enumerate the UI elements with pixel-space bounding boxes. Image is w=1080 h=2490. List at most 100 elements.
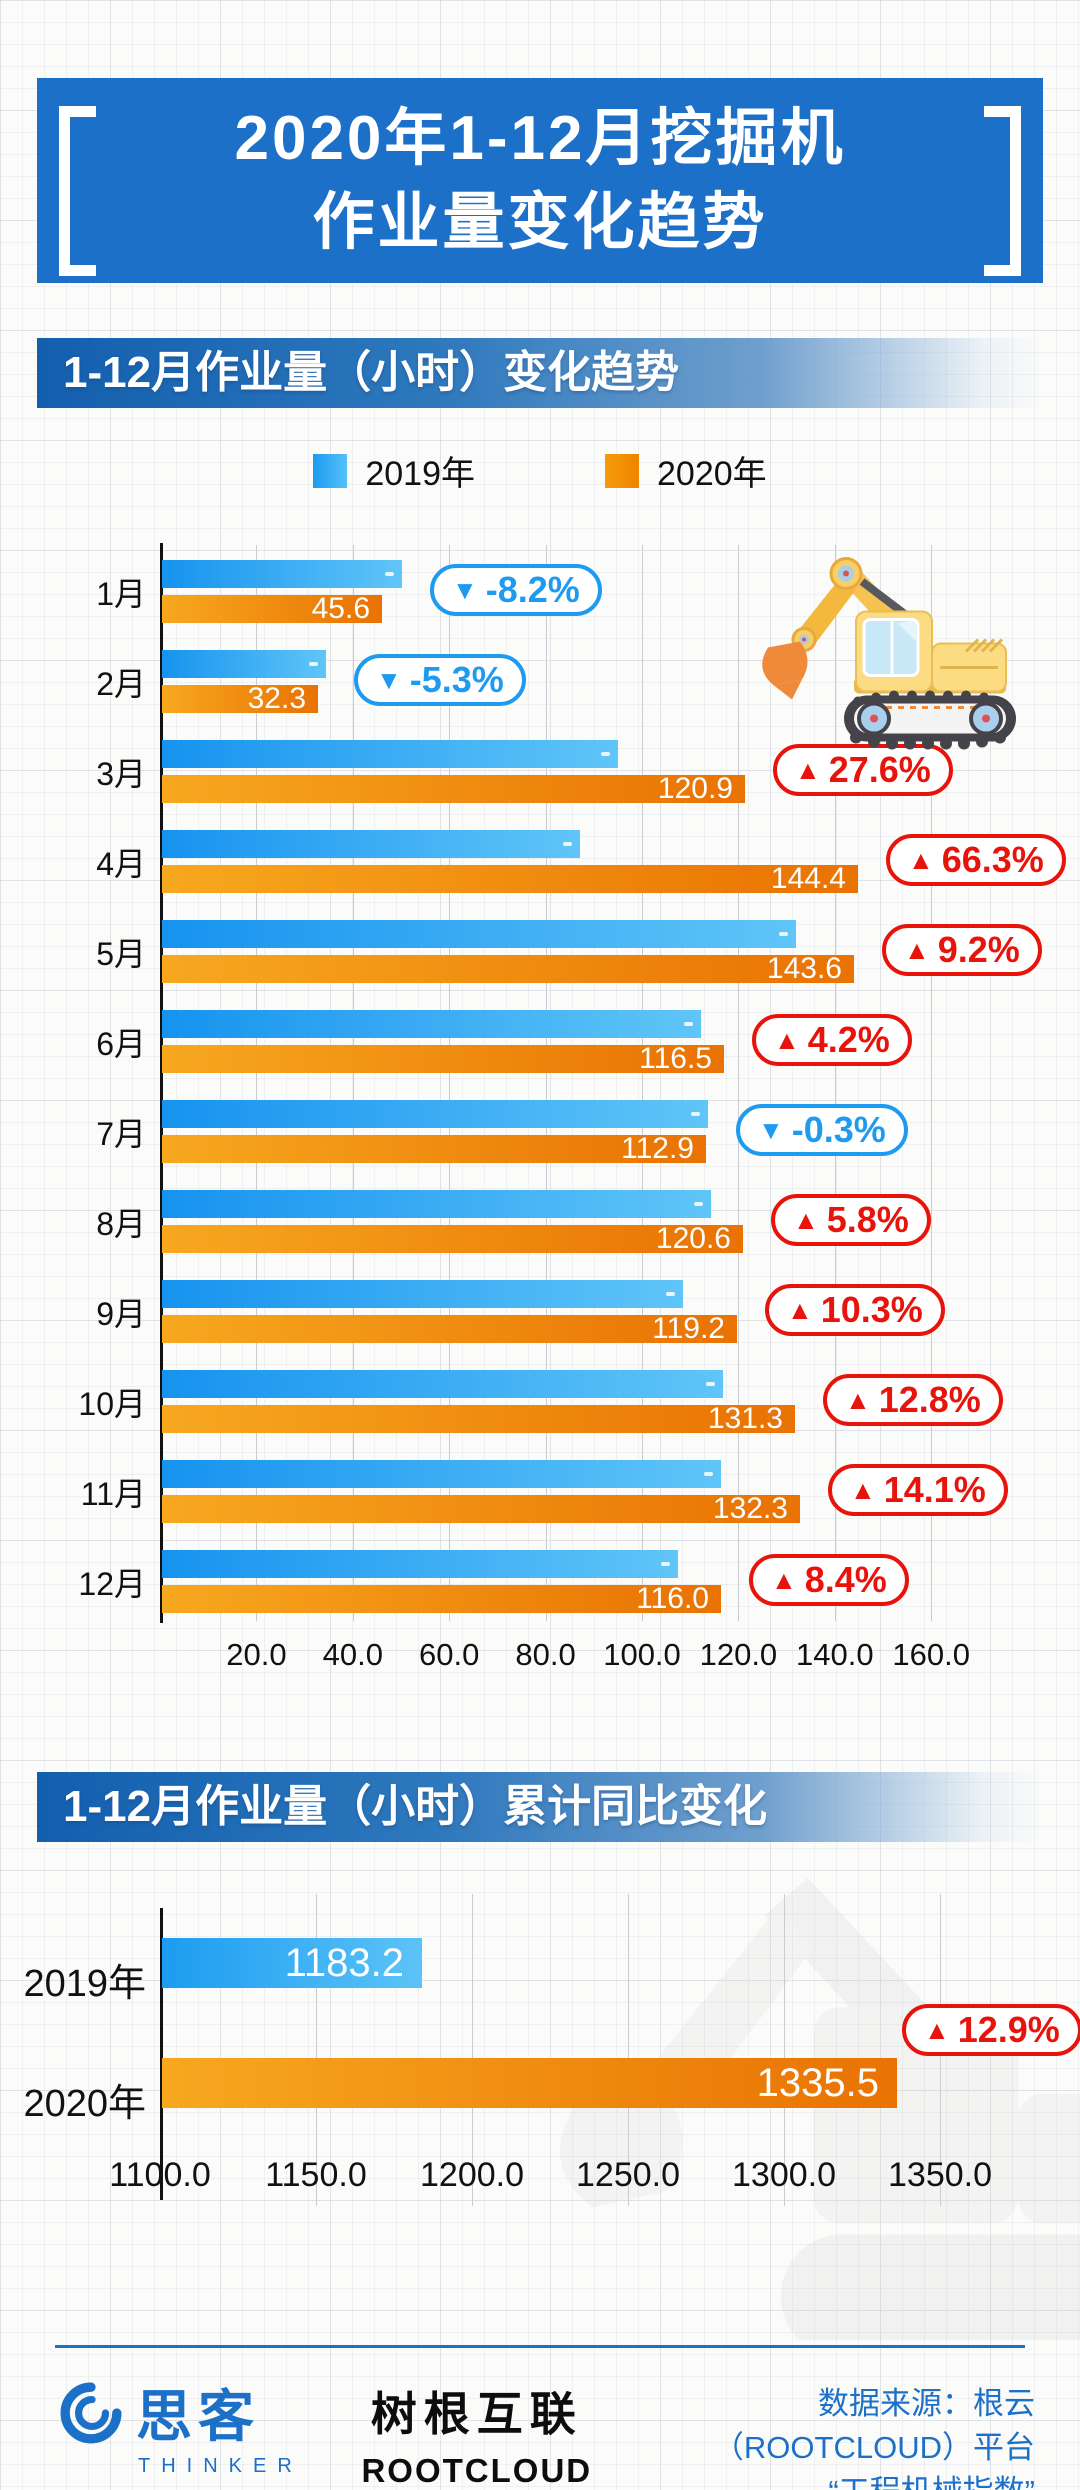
bar-2020: 143.6 <box>162 952 854 985</box>
chart1-row-5: 5月 143.6 ▲ 9.2% <box>0 920 1080 985</box>
bar-2019-mini-label <box>704 1472 713 1476</box>
chart1-gridline <box>352 545 354 1621</box>
chart1-tick-label: 160.0 <box>892 1637 970 1672</box>
bar-2019-mini-label <box>694 1202 703 1206</box>
change-badge-text: 12.8% <box>878 1379 981 1420</box>
chart1-tick-label: 60.0 <box>419 1637 480 1672</box>
month-label: 2月 <box>96 665 146 702</box>
left-bracket-decoration <box>59 106 96 276</box>
chart1-row-4: 4月 144.4 ▲ 66.3% <box>0 830 1080 894</box>
bar-2019 <box>162 920 796 948</box>
chart2-label-2020: 2020年 <box>23 2083 146 2125</box>
monthly-hours-chart: 1月 45.6 ▼ -8.2% 2月 32.3 ▼ -5.3% 3月 120.9 ▲ 27.6% 4月 1… <box>0 535 1080 1700</box>
chart1-gridline <box>642 545 643 1621</box>
rootcloud-sub: ROOTCLOUD <box>361 2452 593 2489</box>
month-label: 6月 <box>96 1025 146 1062</box>
bar-2020-value: 119.2 <box>652 1312 725 1345</box>
chart2-change-badge: ▲ 12.9% <box>902 2004 1080 2056</box>
chart1-y-axis <box>160 543 163 1623</box>
bar-2020-value: 143.6 <box>766 952 842 985</box>
month-label: 1月 <box>96 575 146 612</box>
bar-2020: 119.2 <box>162 1312 737 1345</box>
change-badge-text: 27.6% <box>828 749 931 790</box>
bar-2020-value: 120.9 <box>657 772 733 805</box>
month-label: 9月 <box>96 1295 146 1332</box>
chart1-row-10: 10月 131.3 ▲ 12.8% <box>0 1370 1080 1434</box>
change-badge-text: 5.8% <box>826 1199 909 1240</box>
bar-2020: 132.3 <box>162 1492 800 1525</box>
chart1-gridline <box>834 545 836 1621</box>
month-label: 11月 <box>80 1475 146 1512</box>
change-badge-text: 66.3% <box>941 839 1044 880</box>
chart1-tick-label: 100.0 <box>603 1637 681 1672</box>
chart2-value-2019: 1183.2 <box>284 1940 404 1985</box>
chart1-row-9: 9月 119.2 ▲ 10.3% <box>0 1280 1080 1345</box>
bar-2019-mini-label <box>385 572 394 576</box>
thinker-org: 新华网5G富媒体实验室 <box>60 2484 306 2490</box>
bar-2020: 120.6 <box>162 1222 743 1255</box>
up-triangle-icon: ▲ <box>924 2015 950 2045</box>
bar-2019 <box>162 1370 723 1398</box>
bar-2019-mini-label <box>779 932 788 936</box>
bar-2020: 131.3 <box>162 1404 795 1434</box>
chart1-row-12: 12月 116.0 ▲ 8.4% <box>0 1550 1080 1615</box>
chart2-tick-label: 1150.0 <box>265 2156 367 2194</box>
rootcloud-name: 树根互联 <box>370 2388 583 2440</box>
bar-2020: 32.3 <box>162 682 318 715</box>
thinker-logo-icon <box>60 2382 122 2443</box>
bar-2020-value: 132.3 <box>712 1492 788 1525</box>
change-badge: ▲ 4.2% <box>752 1014 912 1066</box>
chart2-change-text: 12.9% <box>957 2009 1060 2050</box>
chart1-row-1: 1月 45.6 ▼ -8.2% <box>0 560 1080 624</box>
chart2-gridline <box>316 1894 317 2206</box>
change-badge: ▲ 14.1% <box>828 1464 1008 1516</box>
chart1-tick-label: 140.0 <box>796 1637 874 1672</box>
chart1-tick-label: 20.0 <box>226 1637 287 1672</box>
excavator-icon <box>740 547 1020 762</box>
chart1-row-3: 3月 120.9 ▲ 27.6% <box>0 740 1080 805</box>
legend-swatch-2020 <box>605 453 639 488</box>
chart2-label-2019: 2019年 <box>23 1963 146 2005</box>
month-label: 10月 <box>78 1385 146 1422</box>
down-triangle-icon: ▼ <box>376 665 402 695</box>
chart2-gridline <box>472 1894 473 2206</box>
data-source-line2: “工程机械指数” <box>592 2470 1035 2490</box>
month-label: 12月 <box>78 1565 146 1602</box>
up-triangle-icon: ▲ <box>793 1205 819 1235</box>
bar-2020-value: 32.3 <box>247 682 306 715</box>
chart1-gridline <box>256 545 258 1621</box>
legend-label-2020: 2020年 <box>657 455 767 493</box>
bar-2020: 144.4 <box>162 864 858 894</box>
change-badge-text: -5.3% <box>409 659 504 700</box>
bar-2020-value: 120.6 <box>655 1222 731 1255</box>
chart1-row-8: 8月 120.6 ▲ 5.8% <box>0 1190 1080 1255</box>
section2-header: 1-12月作业量（小时）累计同比变化 <box>37 1772 1043 1842</box>
bar-2020-value: 116.5 <box>639 1042 712 1075</box>
down-triangle-icon: ▼ <box>452 575 478 605</box>
bar-2020-value: 116.0 <box>636 1582 709 1615</box>
chart1-gridline <box>449 545 451 1621</box>
bar-2019-mini-label <box>691 1112 700 1116</box>
month-label: 8月 <box>96 1205 146 1242</box>
chart1-legend: 2019年 2020年 <box>0 446 1080 495</box>
bar-2019-mini-label <box>684 1022 693 1026</box>
change-badge-text: 4.2% <box>807 1019 890 1060</box>
change-badge-text: 14.1% <box>883 1469 986 1510</box>
change-badge: ▼ -5.3% <box>354 654 526 706</box>
bar-2019-mini-label <box>706 1382 715 1386</box>
chart1-tick-label: 40.0 <box>322 1637 383 1672</box>
change-badge: ▲ 66.3% <box>886 834 1066 886</box>
chart1-gridline <box>738 545 740 1621</box>
footer-divider <box>55 2345 1025 2348</box>
up-triangle-icon: ▲ <box>845 1385 871 1415</box>
bar-2019 <box>162 1280 683 1308</box>
chart2-value-2020: 1335.5 <box>756 2060 879 2105</box>
chart2-tick-label: 1100.0 <box>109 2156 211 2194</box>
data-source: 数据来源：根云（ROOTCLOUD）平台 “工程机械指数” <box>592 2372 1035 2490</box>
bar-2019 <box>162 1460 721 1488</box>
chart1-row-11: 11月 132.3 ▲ 14.1% <box>0 1460 1080 1525</box>
title-banner: 2020年1-12月挖掘机 作业量变化趋势 <box>37 78 1043 283</box>
page-title-line1: 2020年1-12月挖掘机 <box>234 103 846 173</box>
page-title-line2: 作业量变化趋势 <box>312 187 768 257</box>
thinker-brand: 思客 THINKER 新华网5G富媒体实验室 <box>60 2372 306 2490</box>
